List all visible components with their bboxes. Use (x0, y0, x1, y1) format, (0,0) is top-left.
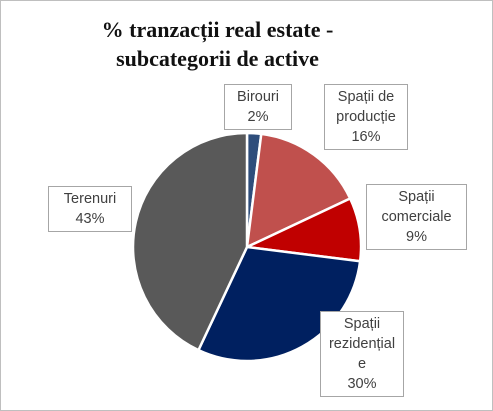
slice-label-spatii-productie: Spații de producție 16% (324, 84, 408, 150)
slice-label-terenuri-value: 43% (75, 211, 105, 227)
slice-label-spatii-rezidentiale-value: 30% (347, 376, 377, 392)
slice-label-birouri-value: 2% (247, 109, 269, 125)
slice-label-spatii-productie-name-2: producție (336, 109, 396, 125)
slice-label-spatii-comerciale-value: 9% (406, 229, 427, 245)
pie-slice-terenuri (131, 131, 249, 352)
slice-label-spatii-productie-name-1: Spații de (337, 89, 395, 105)
slice-label-birouri: Birouri 2% (224, 84, 292, 130)
slice-label-spatii-rezidentiale: Spații rezidențial e 30% (320, 311, 404, 397)
slice-label-terenuri-name: Terenuri (63, 191, 117, 207)
pie-slice-spatii-de-productie (245, 132, 352, 249)
slice-label-spatii-rezidentiale-name-3: e (357, 356, 367, 372)
slice-label-spatii-comerciale: Spații comerciale 9% (366, 184, 467, 250)
chart-title-line-1: % tranzacții real estate - (101, 17, 334, 42)
slice-label-terenuri: Terenuri 43% (48, 186, 132, 232)
slice-label-spatii-productie-value: 16% (351, 129, 381, 145)
slice-label-birouri-name: Birouri (237, 89, 279, 105)
pie-slice-spatii-rezidentiale (197, 245, 362, 363)
slice-label-spatii-rezidentiale-name-2: rezidențial (328, 336, 396, 352)
chart-title: % tranzacții real estate - subcategorii … (1, 15, 434, 73)
slice-label-spatii-rezidentiale-name-1: Spații (343, 316, 381, 332)
chart-title-line-2: subcategorii de active (116, 46, 319, 71)
slice-label-spatii-comerciale-name-1: Spații (398, 189, 435, 205)
slice-label-spatii-comerciale-name-2: comerciale (381, 209, 452, 225)
